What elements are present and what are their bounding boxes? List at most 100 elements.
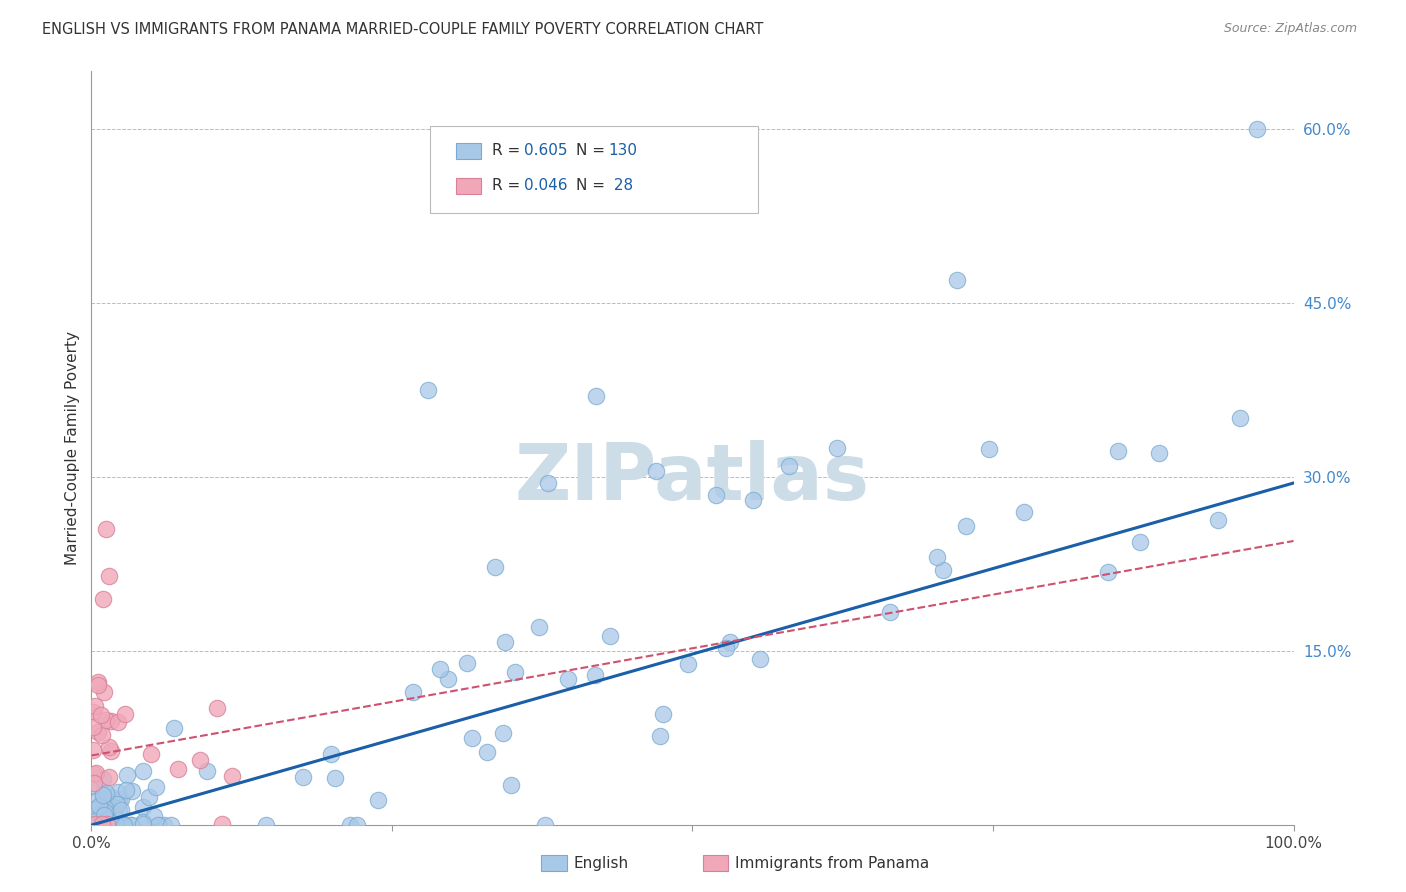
- Point: [97, 800, 120, 814]
- Point: [83, 817, 105, 831]
- Point: [86, 678, 108, 692]
- Point: [585, 389, 607, 403]
- Point: [492, 726, 515, 740]
- Point: [108, 803, 131, 817]
- Point: [93, 592, 115, 607]
- Point: [321, 747, 343, 761]
- Point: [101, 818, 124, 832]
- Point: [115, 767, 138, 781]
- Point: [121, 784, 143, 798]
- Point: [652, 706, 675, 721]
- Point: [645, 465, 668, 479]
- Text: 28: 28: [609, 178, 633, 193]
- Point: [98, 818, 121, 832]
- Point: [94, 523, 117, 537]
- Point: [107, 714, 129, 729]
- Point: [749, 652, 772, 666]
- Point: [461, 731, 484, 745]
- Point: [148, 818, 170, 832]
- Point: [90, 818, 112, 832]
- Point: [94, 803, 117, 817]
- Text: 0.605: 0.605: [524, 144, 568, 158]
- Point: [90, 818, 112, 832]
- Point: [557, 672, 579, 686]
- Point: [108, 794, 131, 808]
- Point: [96, 804, 118, 818]
- Point: [96, 818, 118, 832]
- Point: [82, 809, 104, 823]
- Text: English: English: [574, 856, 628, 871]
- Point: [718, 634, 741, 648]
- Text: ZIPatlas: ZIPatlas: [515, 441, 870, 516]
- Point: [1149, 446, 1171, 460]
- Point: [104, 818, 127, 832]
- Point: [778, 458, 800, 473]
- Point: [96, 818, 118, 832]
- Point: [1012, 505, 1035, 519]
- Point: [89, 818, 111, 832]
- Point: [84, 818, 107, 832]
- Point: [1129, 535, 1152, 549]
- Point: [89, 818, 111, 832]
- Point: [87, 725, 110, 739]
- Point: [132, 815, 155, 830]
- Point: [120, 818, 142, 832]
- Point: [83, 776, 105, 790]
- Text: R =: R =: [492, 144, 526, 158]
- Point: [97, 739, 120, 754]
- Point: [98, 569, 121, 583]
- Point: [91, 787, 114, 801]
- Point: [120, 818, 142, 832]
- Point: [741, 493, 763, 508]
- Point: [96, 817, 118, 831]
- Point: [141, 747, 163, 761]
- Point: [87, 818, 110, 832]
- Point: [87, 801, 110, 815]
- Point: [87, 675, 110, 690]
- Point: [163, 721, 186, 735]
- Point: [82, 818, 104, 832]
- Point: [100, 743, 122, 757]
- Point: [114, 707, 136, 722]
- Point: [112, 818, 135, 832]
- Point: [84, 818, 107, 832]
- Point: [87, 799, 110, 814]
- Point: [94, 818, 117, 832]
- Point: [1107, 444, 1129, 458]
- Point: [83, 813, 105, 827]
- Point: [91, 817, 114, 831]
- Point: [529, 620, 551, 634]
- Point: [1246, 122, 1268, 136]
- Point: [160, 818, 183, 832]
- Text: 0.046: 0.046: [524, 178, 568, 193]
- Point: [1229, 411, 1251, 425]
- Point: [131, 764, 153, 778]
- Point: [82, 818, 104, 832]
- Point: [82, 806, 104, 821]
- Point: [97, 818, 120, 832]
- Point: [93, 685, 115, 699]
- Point: [96, 818, 118, 832]
- Point: [83, 802, 105, 816]
- Text: N =: N =: [576, 178, 610, 193]
- Point: [94, 713, 117, 727]
- Point: [104, 809, 127, 823]
- Point: [436, 673, 458, 687]
- Point: [90, 708, 112, 723]
- Text: ENGLISH VS IMMIGRANTS FROM PANAMA MARRIED-COUPLE FAMILY POVERTY CORRELATION CHAR: ENGLISH VS IMMIGRANTS FROM PANAMA MARRIE…: [42, 22, 763, 37]
- Point: [110, 803, 132, 817]
- Point: [143, 809, 166, 823]
- Point: [367, 793, 389, 807]
- Point: [494, 635, 516, 649]
- Point: [100, 714, 122, 728]
- Point: [475, 746, 498, 760]
- Point: [89, 818, 111, 832]
- Point: [97, 770, 120, 784]
- Point: [188, 753, 211, 767]
- Point: [96, 818, 118, 832]
- Point: [86, 794, 108, 808]
- Point: [105, 818, 128, 832]
- Point: [499, 778, 522, 792]
- Point: [93, 818, 115, 832]
- Point: [583, 668, 606, 682]
